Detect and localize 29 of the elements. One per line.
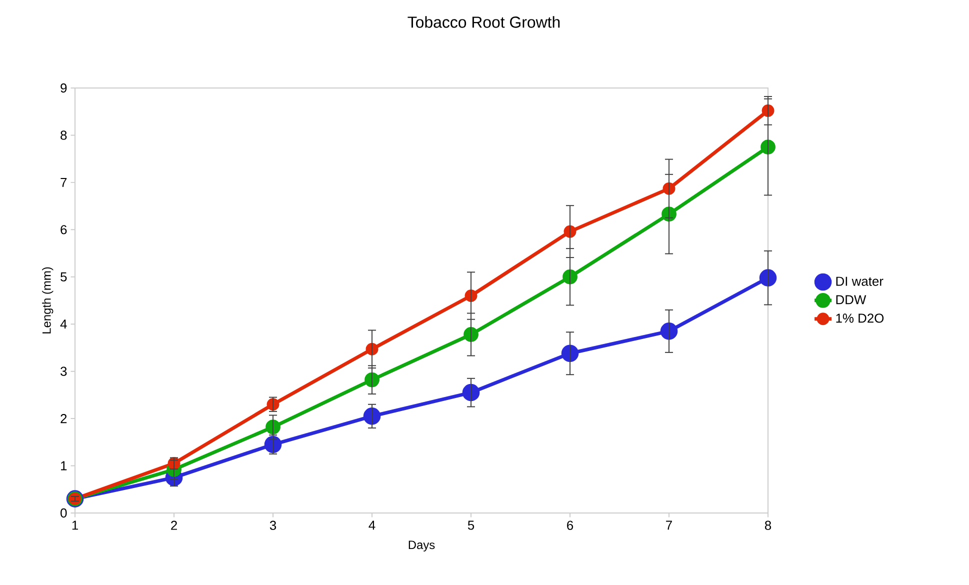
y-axis-title: Length (mm)	[42, 267, 54, 334]
x-axis-title: Days	[408, 540, 435, 552]
point	[759, 269, 777, 286]
y-tick-label: 2	[60, 414, 67, 424]
y-tick-label: 5	[60, 272, 67, 282]
x-tick-label: 7	[666, 520, 672, 530]
y-tick-label: 8	[60, 130, 67, 140]
point	[363, 408, 381, 425]
x-tick-label: 3	[270, 520, 276, 530]
y-tick-label: 9	[60, 83, 67, 93]
point	[660, 322, 678, 340]
x-tick-label: 5	[468, 520, 474, 530]
y-tick-label: 1	[61, 461, 67, 470]
x-tick-label: 6	[567, 520, 574, 530]
legend-label: DDW	[836, 295, 866, 304]
point	[462, 384, 480, 402]
x-tick-label: 2	[171, 520, 177, 530]
legend-label: DI water	[836, 276, 884, 286]
y-tick-label: 4	[60, 320, 67, 329]
x-tick-label: 4	[368, 520, 376, 530]
point	[561, 344, 579, 362]
x-tick-label: 8	[764, 520, 772, 530]
y-tick-label: 6	[60, 225, 67, 234]
y-tick-label: 7	[60, 178, 67, 187]
legend-label: 1% D2O	[836, 314, 884, 323]
y-tick-label: 3	[60, 366, 67, 376]
chart-title: Tobacco Root Growth	[408, 16, 560, 28]
y-tick-label: 0	[60, 508, 67, 518]
x-tick-label: 1	[72, 520, 78, 530]
